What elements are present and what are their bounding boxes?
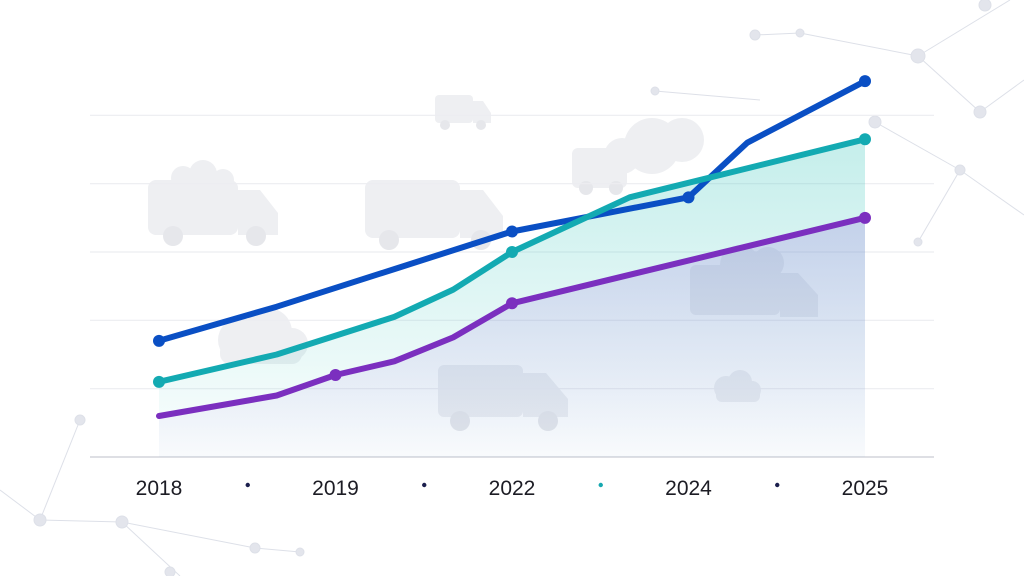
- separator-dot-1: [422, 482, 427, 488]
- x-tick-labels: 2018 2019 2022 2024 2025: [136, 477, 889, 500]
- series-0-point-6: [859, 75, 871, 88]
- separator-dot-2: [598, 482, 603, 488]
- x-axis-separator-dots: [245, 482, 780, 488]
- series-0-point-4: [682, 191, 695, 204]
- x-tick-label-2025: 2025: [842, 477, 889, 500]
- x-tick-label-2022: 2022: [489, 477, 536, 500]
- series-1-point-6: [859, 133, 871, 146]
- x-tick-label-2024: 2024: [665, 477, 712, 500]
- separator-dot-3: [775, 482, 780, 488]
- series-2-point-5: [506, 297, 518, 310]
- series-1-point-4: [506, 246, 518, 258]
- series-points: [153, 75, 871, 388]
- series-2-point-6: [859, 211, 871, 224]
- series-2-area: [159, 217, 865, 457]
- series-1-line: [156, 136, 868, 385]
- separator-dot-0: [245, 482, 250, 488]
- series-0-point-3: [506, 225, 518, 238]
- x-tick-label-2019: 2019: [312, 477, 359, 500]
- series-2-point-2: [329, 369, 342, 381]
- series-1-point-0: [153, 375, 165, 388]
- series-0-point-0: [153, 334, 165, 347]
- x-tick-label-2018: 2018: [136, 477, 183, 500]
